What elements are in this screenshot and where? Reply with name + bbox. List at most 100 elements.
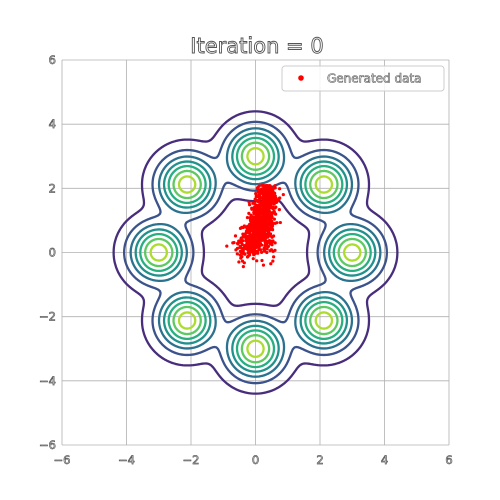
data-point xyxy=(264,232,268,237)
data-point xyxy=(249,249,253,253)
data-point xyxy=(240,259,245,263)
y-tick-label: 2 xyxy=(49,181,56,195)
data-point xyxy=(252,222,257,226)
contour-level-5 xyxy=(143,141,368,364)
data-point xyxy=(248,203,252,207)
data-point xyxy=(262,200,266,204)
data-point xyxy=(233,234,238,238)
data-point xyxy=(281,192,285,197)
data-point xyxy=(263,215,267,219)
data-point xyxy=(253,205,257,209)
data-point xyxy=(269,227,273,231)
data-point xyxy=(261,263,266,267)
data-point xyxy=(240,242,244,247)
y-tick-label: 4 xyxy=(49,117,56,131)
x-tick-label: 0 xyxy=(252,453,259,467)
data-point xyxy=(269,191,274,196)
data-point xyxy=(254,212,258,216)
data-point xyxy=(251,257,255,261)
generated-data-points xyxy=(225,183,285,269)
data-point xyxy=(266,226,270,230)
data-point xyxy=(278,220,282,225)
data-point xyxy=(244,229,249,233)
data-point xyxy=(256,230,260,234)
data-point xyxy=(271,221,275,226)
y-tick-label: −6 xyxy=(39,438,56,452)
data-point xyxy=(264,199,268,203)
data-point xyxy=(225,244,229,248)
data-point xyxy=(250,219,254,224)
data-point xyxy=(278,187,282,191)
data-point xyxy=(261,206,265,210)
data-point xyxy=(271,187,275,191)
x-tick-label: 6 xyxy=(445,453,452,467)
data-point xyxy=(243,244,247,248)
data-point xyxy=(252,253,256,257)
data-point xyxy=(267,188,271,192)
data-point xyxy=(250,234,254,238)
data-point xyxy=(249,246,254,250)
data-point xyxy=(263,244,267,248)
data-point xyxy=(277,208,281,212)
data-point xyxy=(251,215,255,219)
data-point xyxy=(267,238,271,243)
axis-ticks: −6 −4 −2 0 2 4 6 −6 −4 −2 0 2 4 6 xyxy=(39,53,453,468)
data-point xyxy=(265,193,270,197)
contour-level-6 xyxy=(149,147,362,358)
x-tick-label: 4 xyxy=(381,453,388,467)
data-point xyxy=(264,236,268,240)
data-point xyxy=(255,238,259,243)
x-tick-label: 2 xyxy=(316,453,323,467)
data-point xyxy=(259,225,263,229)
data-point xyxy=(267,233,271,237)
data-point xyxy=(264,196,268,200)
data-point xyxy=(256,214,260,218)
data-point xyxy=(266,244,270,248)
data-point xyxy=(247,211,251,215)
data-point xyxy=(263,187,267,191)
contour-level-1 xyxy=(122,120,389,385)
y-tick-label: 6 xyxy=(49,53,56,67)
data-point xyxy=(242,251,246,256)
data-point xyxy=(246,251,251,255)
data-point xyxy=(268,249,272,253)
data-point xyxy=(270,211,274,215)
data-point xyxy=(232,240,236,245)
y-tick-label: −2 xyxy=(39,310,56,324)
data-point xyxy=(264,224,268,228)
data-point xyxy=(261,228,265,232)
data-point xyxy=(239,237,243,241)
data-point xyxy=(260,258,264,263)
data-point xyxy=(258,209,262,213)
data-point xyxy=(272,217,276,221)
legend-box xyxy=(281,65,445,92)
data-point xyxy=(257,189,261,193)
data-point xyxy=(260,219,264,223)
legend-marker-generated-data xyxy=(298,75,304,81)
data-point xyxy=(262,203,267,207)
data-point xyxy=(249,223,254,227)
data-point xyxy=(262,247,266,251)
data-point xyxy=(253,243,257,247)
data-point xyxy=(273,241,277,245)
data-point xyxy=(275,221,279,225)
x-tick-label: −2 xyxy=(183,453,200,467)
data-point xyxy=(262,195,266,199)
legend-label-generated-data: Generated data xyxy=(327,72,422,86)
data-point xyxy=(257,194,262,198)
y-tick-label: 0 xyxy=(49,246,56,260)
data-point xyxy=(234,248,238,252)
data-point xyxy=(254,191,258,196)
data-point xyxy=(271,259,275,263)
density-contours xyxy=(112,110,399,395)
data-point xyxy=(245,226,249,230)
chart-title: Iteration = 0 xyxy=(190,34,323,58)
data-point xyxy=(254,195,258,199)
data-point xyxy=(251,201,255,205)
contour-level-3 xyxy=(134,132,377,373)
data-point xyxy=(271,206,275,211)
data-point xyxy=(239,256,243,260)
data-point xyxy=(273,248,277,252)
contour-level-2 xyxy=(129,127,382,378)
